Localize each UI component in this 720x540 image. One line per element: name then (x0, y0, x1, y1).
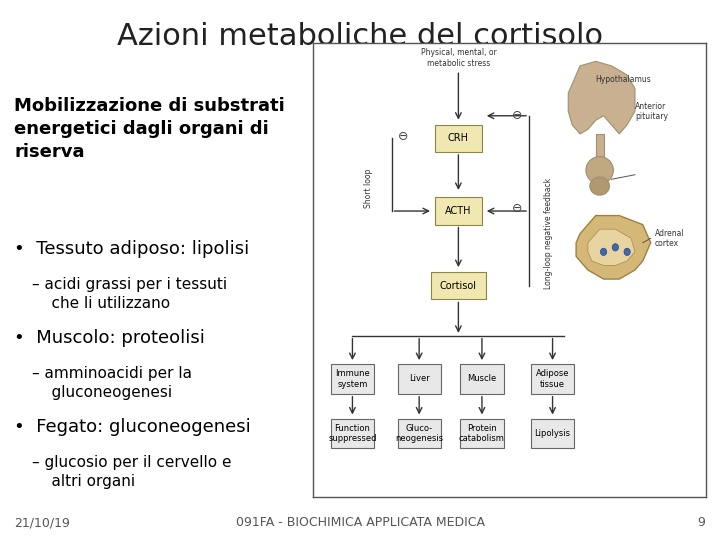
FancyBboxPatch shape (397, 364, 441, 394)
Text: Azioni metaboliche del cortisolo: Azioni metaboliche del cortisolo (117, 22, 603, 51)
Text: Physical, mental, or: Physical, mental, or (420, 48, 496, 57)
Text: – glucosio per il cervello e
    altri organi: – glucosio per il cervello e altri organ… (32, 455, 232, 489)
FancyBboxPatch shape (331, 364, 374, 394)
FancyBboxPatch shape (460, 364, 503, 394)
Text: Protein
catabolism: Protein catabolism (459, 423, 505, 443)
Text: ⊖: ⊖ (398, 130, 409, 143)
Ellipse shape (590, 177, 609, 195)
FancyBboxPatch shape (435, 125, 482, 152)
Text: 21/10/19: 21/10/19 (14, 516, 71, 529)
Text: Hypothalamus: Hypothalamus (595, 75, 652, 84)
Text: – amminoacidi per la
    gluconeogenesi: – amminoacidi per la gluconeogenesi (32, 366, 192, 400)
Polygon shape (576, 215, 651, 279)
FancyBboxPatch shape (531, 364, 574, 394)
Text: Mobilizzazione di substrati
energetici dagli organi di
riserva: Mobilizzazione di substrati energetici d… (14, 97, 285, 161)
Circle shape (612, 244, 618, 251)
Circle shape (600, 248, 607, 255)
Text: Short loop: Short loop (364, 168, 373, 208)
Text: Adrenal
cortex: Adrenal cortex (654, 228, 684, 248)
FancyBboxPatch shape (460, 418, 503, 448)
Circle shape (624, 248, 630, 255)
Text: Lipolysis: Lipolysis (534, 429, 570, 438)
Polygon shape (595, 134, 603, 157)
Text: Muscle: Muscle (467, 374, 497, 383)
Text: ACTH: ACTH (445, 206, 472, 216)
Text: 091FA - BIOCHIMICA APPLICATA MEDICA: 091FA - BIOCHIMICA APPLICATA MEDICA (235, 516, 485, 529)
Polygon shape (588, 229, 635, 266)
Ellipse shape (586, 157, 613, 184)
FancyBboxPatch shape (531, 418, 574, 448)
Text: Function
suppressed: Function suppressed (328, 423, 377, 443)
Text: •  Muscolo: proteolisi: • Muscolo: proteolisi (14, 329, 205, 347)
Text: metabolic stress: metabolic stress (427, 59, 490, 68)
Text: Long-loop negative feedback: Long-loop negative feedback (544, 178, 553, 289)
Text: Cortisol: Cortisol (440, 281, 477, 291)
Text: Liver: Liver (409, 374, 430, 383)
Text: Anterior
pituitary: Anterior pituitary (635, 102, 668, 121)
Text: Gluco-
neogenesis: Gluco- neogenesis (395, 423, 444, 443)
Text: ⊖: ⊖ (512, 202, 523, 215)
FancyBboxPatch shape (431, 272, 486, 300)
FancyBboxPatch shape (397, 418, 441, 448)
Polygon shape (568, 62, 635, 134)
Text: ⊖: ⊖ (512, 109, 523, 122)
Text: – acidi grassi per i tessuti
    che li utilizzano: – acidi grassi per i tessuti che li util… (32, 277, 228, 310)
Text: •  Fegato: gluconeogenesi: • Fegato: gluconeogenesi (14, 418, 251, 436)
Text: Immune
system: Immune system (335, 369, 370, 389)
Text: 9: 9 (698, 516, 706, 529)
FancyBboxPatch shape (435, 198, 482, 225)
Text: •  Tessuto adiposo: lipolisi: • Tessuto adiposo: lipolisi (14, 240, 250, 258)
Text: Adipose
tissue: Adipose tissue (536, 369, 570, 389)
Text: CRH: CRH (448, 133, 469, 144)
FancyBboxPatch shape (331, 418, 374, 448)
